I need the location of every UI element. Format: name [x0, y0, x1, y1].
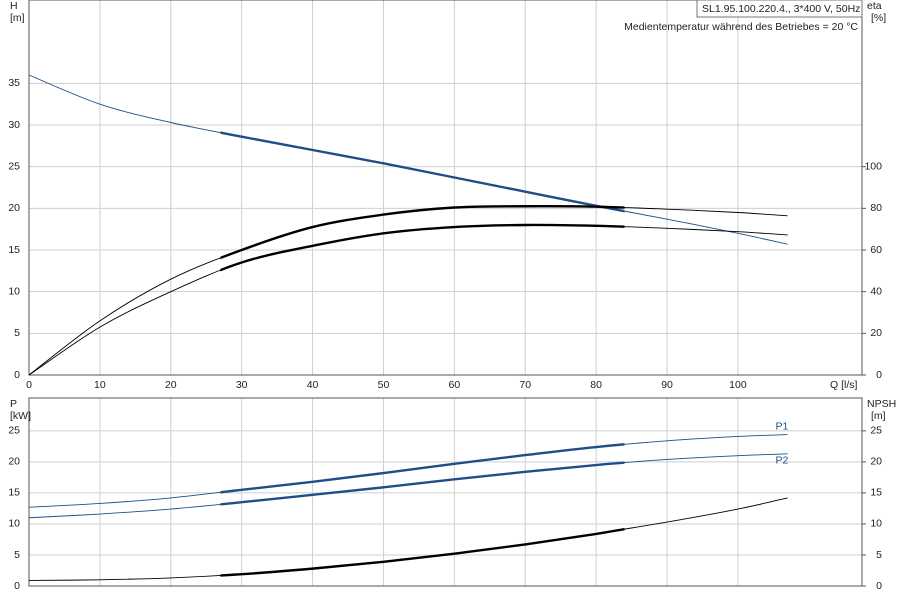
x-tick-label: 20 [165, 379, 177, 391]
y-tick-label: 5 [14, 327, 20, 339]
y-axis-unit: [kW] [10, 410, 31, 422]
x-axis-label: Q [l/s] [830, 379, 858, 391]
y2-axis-label: NPSH [867, 398, 896, 410]
curve-operating [220, 204, 625, 260]
curve [28, 453, 788, 519]
x-tick-label: 30 [236, 379, 248, 391]
header: SL1.95.100.220.4., 3*400 V, 50Hz [702, 3, 860, 15]
y-tick-label: 25 [8, 160, 20, 172]
header-box [696, 0, 863, 18]
curve-operating [220, 223, 625, 272]
x-tick-label: 10 [94, 379, 106, 391]
y-tick-label: 35 [8, 77, 20, 89]
subtitle: Medientemperatur während des Betriebes =… [624, 21, 858, 33]
y2-tick-label: 0 [876, 580, 882, 592]
x-tick-label: 90 [661, 379, 673, 391]
curve [28, 497, 788, 581]
y-tick-label: 5 [14, 549, 20, 561]
y-tick-label: 20 [8, 456, 20, 468]
x-tick-label: 50 [378, 379, 390, 391]
y2-axis-label: eta [867, 0, 882, 12]
y-tick-label: 10 [8, 285, 20, 297]
y-tick-label: 30 [8, 119, 20, 131]
y-tick-label: 20 [8, 202, 20, 214]
x-tick-label: 100 [729, 379, 747, 391]
y-tick-label: 15 [8, 244, 20, 256]
y-axis-label: H [10, 0, 18, 12]
curve-operating [220, 443, 625, 494]
x-tick-label: 60 [449, 379, 461, 391]
y-tick-label: 15 [8, 487, 20, 499]
y2-tick-label: 40 [870, 285, 882, 297]
y2-tick-label: 100 [864, 160, 882, 172]
y2-tick-label: 80 [870, 202, 882, 214]
y-tick-label: 10 [8, 518, 20, 530]
y-axis-label: P [10, 398, 17, 410]
y2-tick-label: 15 [870, 487, 882, 499]
curve [28, 74, 788, 245]
y2-axis-unit: [%] [871, 12, 886, 24]
y2-tick-label: 20 [870, 456, 882, 468]
curve-operating [220, 131, 625, 213]
y-tick-label: 25 [8, 425, 20, 437]
curve-operating [220, 528, 625, 577]
curve [28, 224, 788, 376]
y2-axis-unit: [m] [871, 410, 886, 422]
x-tick-label: 40 [307, 379, 319, 391]
plot-frame [28, 397, 863, 587]
x-tick-label: 70 [519, 379, 531, 391]
y-tick-label: 0 [14, 369, 20, 381]
series-label: P2 [776, 455, 789, 467]
plot-frame [28, 0, 863, 376]
curve-operating [220, 461, 625, 506]
y2-tick-label: 20 [870, 327, 882, 339]
y2-tick-label: 0 [876, 369, 882, 381]
series-label: P1 [776, 420, 789, 432]
x-tick-label: 0 [26, 379, 32, 391]
y2-tick-label: 60 [870, 244, 882, 256]
y2-tick-label: 10 [870, 518, 882, 530]
y2-tick-label: 25 [870, 425, 882, 437]
y-tick-label: 0 [14, 580, 20, 592]
x-tick-label: 80 [590, 379, 602, 391]
y2-tick-label: 5 [876, 549, 882, 561]
y-axis-unit: [m] [10, 12, 25, 24]
